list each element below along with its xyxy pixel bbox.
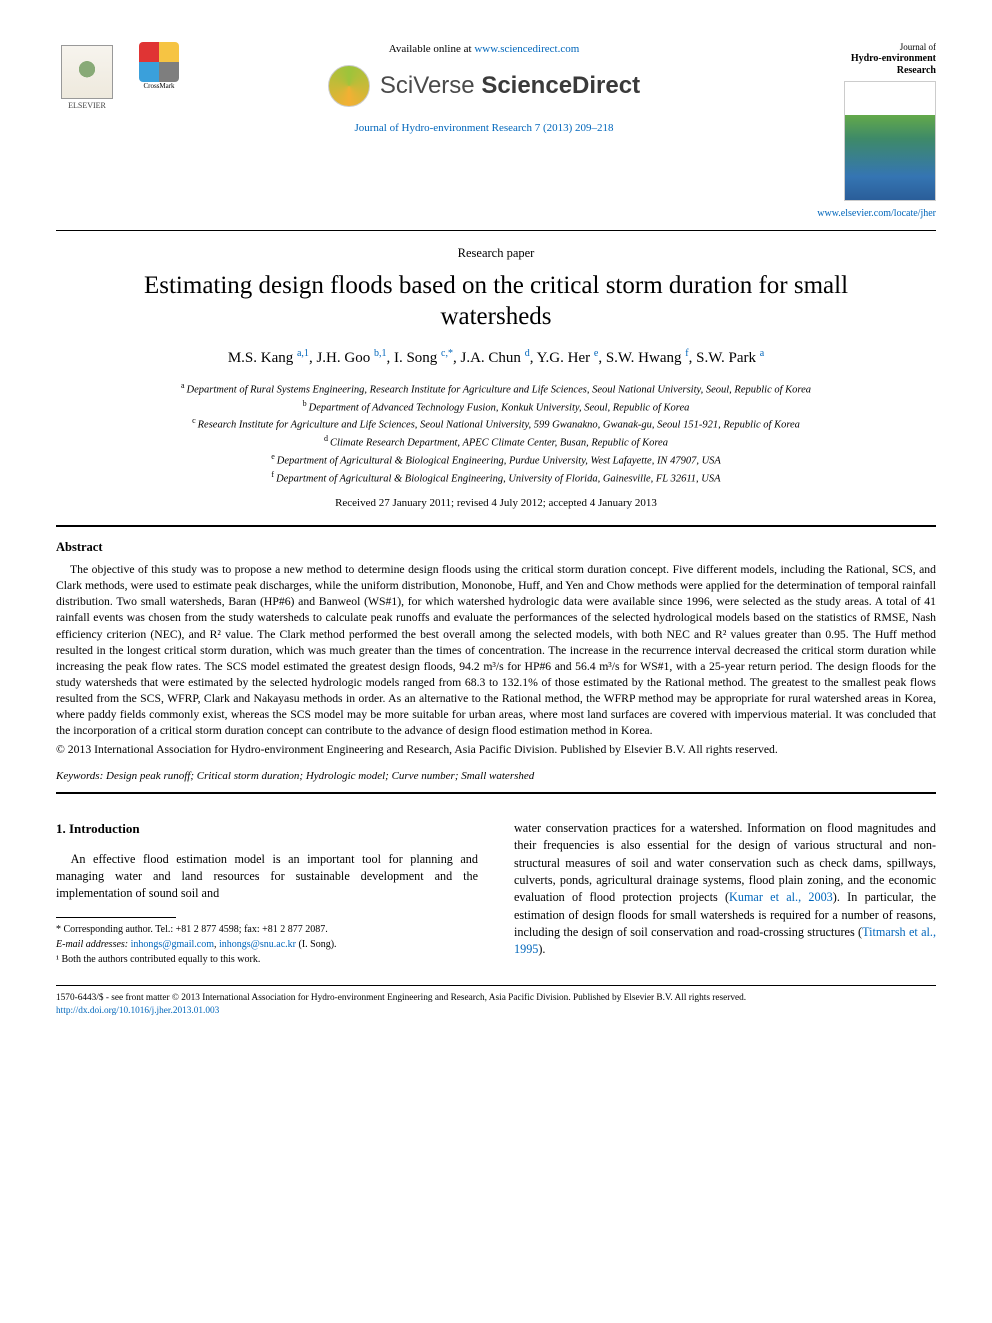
elsevier-tree-icon bbox=[61, 45, 113, 99]
paper-type: Research paper bbox=[56, 245, 936, 262]
author-affil-sup: d bbox=[525, 348, 530, 359]
author-affil-sup: e bbox=[594, 348, 598, 359]
footnote-corresponding: * Corresponding author. Tel.: +81 2 877 … bbox=[56, 922, 478, 937]
paper-title: Estimating design floods based on the cr… bbox=[96, 270, 896, 333]
journal-reference[interactable]: Journal of Hydro-environment Research 7 … bbox=[194, 121, 774, 136]
abstract-body: The objective of this study was to propo… bbox=[56, 562, 936, 740]
jher-bold2: Research bbox=[786, 65, 936, 77]
crossmark-q2 bbox=[159, 42, 179, 62]
crossmark-q4 bbox=[159, 62, 179, 82]
affiliations: a Department of Rural Systems Engineerin… bbox=[56, 380, 936, 486]
intro-col-left: 1. Introduction An effective flood estim… bbox=[56, 820, 478, 966]
header-left: ELSEVIER CrossMark bbox=[56, 42, 182, 114]
intro-col-right: water conservation practices for a water… bbox=[514, 820, 936, 966]
footnote-equal-contrib: ¹ Both the authors contributed equally t… bbox=[56, 952, 478, 967]
affiliation-sup: e bbox=[271, 452, 277, 461]
abstract-heading: Abstract bbox=[56, 539, 936, 556]
sciverse-brand: SciVerse ScienceDirect bbox=[328, 65, 640, 107]
section-heading-intro: 1. Introduction bbox=[56, 820, 478, 838]
authors-line: M.S. Kang a,1, J.H. Goo b,1, I. Song c,*… bbox=[56, 347, 936, 368]
journal-cover-icon bbox=[844, 81, 936, 201]
crossmark-icon bbox=[139, 42, 179, 82]
sciverse-text: SciVerse ScienceDirect bbox=[380, 70, 640, 102]
author: S.W. Hwang f bbox=[606, 350, 689, 366]
elsevier-logo: ELSEVIER bbox=[56, 42, 118, 114]
email-1[interactable]: inhongs@gmail.com bbox=[131, 939, 214, 950]
available-online-line: Available online at www.sciencedirect.co… bbox=[194, 42, 774, 57]
available-url[interactable]: www.sciencedirect.com bbox=[474, 43, 579, 55]
footnote-emails: E-mail addresses: inhongs@gmail.com, inh… bbox=[56, 937, 478, 952]
crossmark-logo[interactable]: CrossMark bbox=[136, 42, 182, 100]
available-prefix: Available online at bbox=[389, 43, 475, 55]
affiliation-sup: b bbox=[303, 399, 309, 408]
jher-label: Journal of Hydro-environment Research bbox=[786, 42, 936, 77]
author: S.W. Park a bbox=[696, 350, 764, 366]
affiliation-sup: f bbox=[271, 470, 276, 479]
paper-dates: Received 27 January 2011; revised 4 July… bbox=[56, 496, 936, 511]
author: J.H. Goo b,1 bbox=[316, 350, 386, 366]
header-center: Available online at www.sciencedirect.co… bbox=[182, 42, 786, 136]
paper-header: ELSEVIER CrossMark Available online at w… bbox=[56, 42, 936, 220]
author: I. Song c,* bbox=[394, 350, 453, 366]
intro-para-2: water conservation practices for a water… bbox=[514, 820, 936, 959]
email-label: E-mail addresses: bbox=[56, 939, 128, 950]
elsevier-label: ELSEVIER bbox=[68, 101, 106, 112]
header-right: Journal of Hydro-environment Research ww… bbox=[786, 42, 936, 220]
author-affil-sup: f bbox=[685, 348, 688, 359]
crossmark-q3 bbox=[139, 62, 159, 82]
jher-small: Journal of bbox=[786, 42, 936, 53]
footnote-separator bbox=[56, 917, 176, 918]
sciverse-bold: ScienceDirect bbox=[481, 72, 640, 99]
front-matter-line: 1570-6443/$ - see front matter © 2013 In… bbox=[56, 992, 936, 1005]
author-affil-sup: b,1 bbox=[374, 348, 387, 359]
affiliation: a Department of Rural Systems Engineerin… bbox=[56, 380, 936, 398]
affiliation-sup: a bbox=[181, 381, 187, 390]
abstract-top-rule bbox=[56, 525, 936, 527]
crossmark-label: CrossMark bbox=[143, 82, 174, 91]
author-affil-sup: c,* bbox=[441, 348, 453, 359]
author-affil-sup: a,1 bbox=[297, 348, 309, 359]
intro-columns: 1. Introduction An effective flood estim… bbox=[56, 820, 936, 966]
author-affil-sup: a bbox=[760, 348, 764, 359]
affiliation-sup: c bbox=[192, 416, 198, 425]
keywords-list: Design peak runoff; Critical storm durat… bbox=[106, 770, 534, 782]
footnotes: * Corresponding author. Tel.: +81 2 877 … bbox=[56, 922, 478, 967]
affiliation: f Department of Agricultural & Biologica… bbox=[56, 469, 936, 487]
sciverse-swirl-icon bbox=[328, 65, 370, 107]
crossmark-q1 bbox=[139, 42, 159, 62]
affiliation: b Department of Advanced Technology Fusi… bbox=[56, 398, 936, 416]
keywords-label: Keywords: bbox=[56, 770, 103, 782]
sciverse-light: SciVerse bbox=[380, 72, 481, 99]
affiliation: e Department of Agricultural & Biologica… bbox=[56, 451, 936, 469]
locate-url[interactable]: www.elsevier.com/locate/jher bbox=[786, 207, 936, 221]
header-rule bbox=[56, 230, 936, 231]
intro-ref-kumar[interactable]: Kumar et al., 2003 bbox=[729, 890, 833, 904]
jher-bold1: Hydro-environment bbox=[786, 53, 936, 65]
affiliation: d Climate Research Department, APEC Clim… bbox=[56, 433, 936, 451]
copyright-line: © 2013 International Association for Hyd… bbox=[56, 742, 936, 758]
keywords-line: Keywords: Design peak runoff; Critical s… bbox=[56, 769, 936, 784]
bottom-info: 1570-6443/$ - see front matter © 2013 In… bbox=[56, 992, 936, 1018]
author: Y.G. Her e bbox=[537, 350, 599, 366]
author: J.A. Chun d bbox=[461, 350, 530, 366]
author: M.S. Kang a,1 bbox=[228, 350, 309, 366]
email-2[interactable]: inhongs@snu.ac.kr bbox=[219, 939, 296, 950]
affiliation-sup: d bbox=[324, 434, 330, 443]
affiliation: c Research Institute for Agriculture and… bbox=[56, 415, 936, 433]
intro-para-1: An effective flood estimation model is a… bbox=[56, 851, 478, 903]
intro-p2-c: ). bbox=[538, 942, 545, 956]
abstract-bottom-rule bbox=[56, 792, 936, 794]
bottom-rule bbox=[56, 985, 936, 986]
doi-link[interactable]: http://dx.doi.org/10.1016/j.jher.2013.01… bbox=[56, 1005, 936, 1018]
email-who: (I. Song). bbox=[296, 939, 337, 950]
